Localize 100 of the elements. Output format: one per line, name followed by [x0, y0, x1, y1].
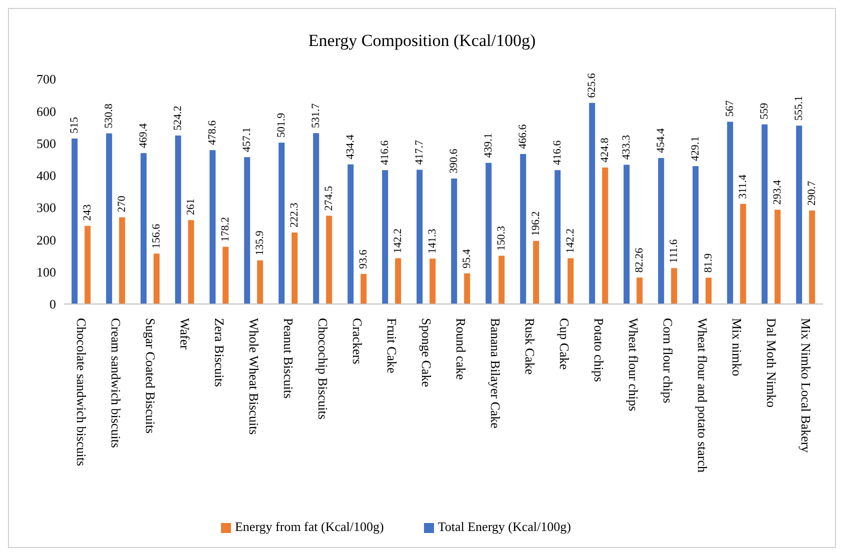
bar — [740, 204, 746, 304]
bar — [809, 210, 816, 304]
data-label: 530.8 — [103, 103, 116, 128]
legend-label: Total Energy (Kcal/100g) — [438, 519, 571, 534]
bar — [106, 133, 112, 304]
bar — [278, 142, 285, 304]
bar — [486, 162, 492, 304]
bar — [348, 164, 354, 304]
data-label: 625.6 — [586, 72, 598, 98]
data-label: 515 — [68, 116, 81, 134]
x-tick-label: Whole Wheat Biscuits — [246, 318, 262, 435]
data-label: 178.2 — [220, 216, 232, 242]
data-label: 95.4 — [461, 248, 474, 268]
bar — [602, 167, 608, 304]
data-label: 524.2 — [172, 106, 184, 131]
data-label: 429.1 — [690, 136, 702, 162]
bar — [360, 274, 367, 304]
x-tick-label: Cream sandwich biscuits — [108, 318, 124, 448]
bar — [313, 133, 320, 304]
data-label: 82.26 — [634, 247, 646, 273]
y-tick-label: 100 — [36, 264, 56, 280]
x-tick-label: Sponge Cake — [418, 318, 434, 388]
bar — [395, 258, 402, 304]
y-tick-label: 600 — [36, 104, 56, 119]
x-tick-label: Cup Cake — [556, 318, 572, 370]
bar — [154, 254, 160, 304]
bar — [140, 153, 147, 304]
bar — [636, 278, 643, 304]
data-label: 439.1 — [482, 133, 495, 158]
bar — [554, 170, 561, 304]
data-label: 270 — [116, 195, 128, 212]
bar — [210, 150, 216, 304]
y-tick-label: 400 — [36, 168, 56, 184]
data-label: 478.6 — [206, 120, 219, 146]
bar — [84, 226, 91, 304]
x-tick-label: Dal Moth Nimko — [764, 318, 779, 408]
bar — [624, 164, 630, 304]
x-tick-label: Fruit Cake — [384, 318, 400, 374]
data-label: 81.9 — [702, 252, 715, 273]
bar — [451, 178, 458, 304]
bar — [416, 170, 423, 304]
data-label: 416.6 — [379, 140, 392, 166]
bar — [568, 258, 574, 304]
x-tick-label: Mix nimko — [729, 318, 744, 376]
x-tick-label: Peanut Biscuits — [280, 318, 296, 399]
x-tick-label: Banana Bilayer Cake — [488, 318, 503, 429]
bar — [658, 158, 664, 304]
bar — [244, 157, 250, 304]
data-label: 434.4 — [344, 134, 357, 160]
data-label: 135.9 — [254, 230, 266, 256]
bar — [119, 217, 126, 304]
data-label: 501.9 — [276, 112, 288, 138]
bar — [589, 102, 596, 304]
x-tick-label: Round cake — [453, 318, 468, 380]
x-tick-label: Crackers — [350, 318, 365, 364]
data-label: 261 — [185, 198, 198, 216]
bar — [520, 154, 526, 304]
data-label: 555.1 — [793, 96, 806, 121]
chart-title: Energy Composition (Kcal/100g) — [307, 31, 537, 51]
data-label: 311.4 — [737, 174, 750, 199]
data-label: 150.3 — [496, 225, 508, 251]
y-tick-label: 700 — [36, 72, 56, 87]
y-tick-label: 200 — [36, 232, 56, 248]
x-tick-label: Chocochip Biscuits — [315, 318, 330, 420]
data-label: 141.3 — [426, 228, 439, 254]
x-tick-label: Potato chips — [591, 318, 606, 382]
bar — [430, 258, 436, 304]
data-label: 111.6 — [668, 238, 680, 264]
data-label: 454.4 — [655, 128, 668, 153]
x-tick-label: Mix Nimko Local Bakery — [798, 318, 814, 454]
data-label: 156.6 — [150, 223, 163, 249]
bar — [533, 240, 540, 304]
bar — [671, 268, 678, 304]
bar — [72, 138, 78, 304]
data-label: 293.4 — [772, 179, 784, 205]
x-tick-label: Rusk Cake — [522, 318, 538, 375]
bar — [188, 220, 194, 304]
y-tick-label: 0 — [50, 296, 56, 312]
bar — [774, 210, 781, 304]
bar — [796, 126, 802, 304]
data-label: 290.7 — [806, 180, 818, 206]
bar — [257, 260, 264, 304]
bar — [292, 232, 298, 304]
bar — [464, 273, 470, 304]
data-label: 416.6 — [552, 140, 564, 166]
bar — [175, 136, 182, 304]
data-label: 469.4 — [138, 122, 150, 148]
x-tick-label: Sugar Coated Biscuits — [142, 318, 158, 434]
x-tick-label: Chocolate sandwich biscuits — [74, 318, 89, 466]
data-label: 196.2 — [530, 211, 542, 236]
data-label: 531.7 — [310, 102, 322, 128]
data-label: 390.6 — [448, 148, 460, 174]
x-tick-label: Corn flour chips — [660, 318, 676, 404]
x-tick-label: Wafer — [177, 318, 192, 350]
data-label: 93.6 — [358, 249, 370, 269]
x-tick-label: Zera Biscuits — [212, 318, 227, 387]
y-tick-label: 300 — [36, 200, 56, 216]
bar — [498, 256, 505, 304]
bar — [692, 166, 699, 304]
data-label: 243 — [82, 204, 94, 221]
